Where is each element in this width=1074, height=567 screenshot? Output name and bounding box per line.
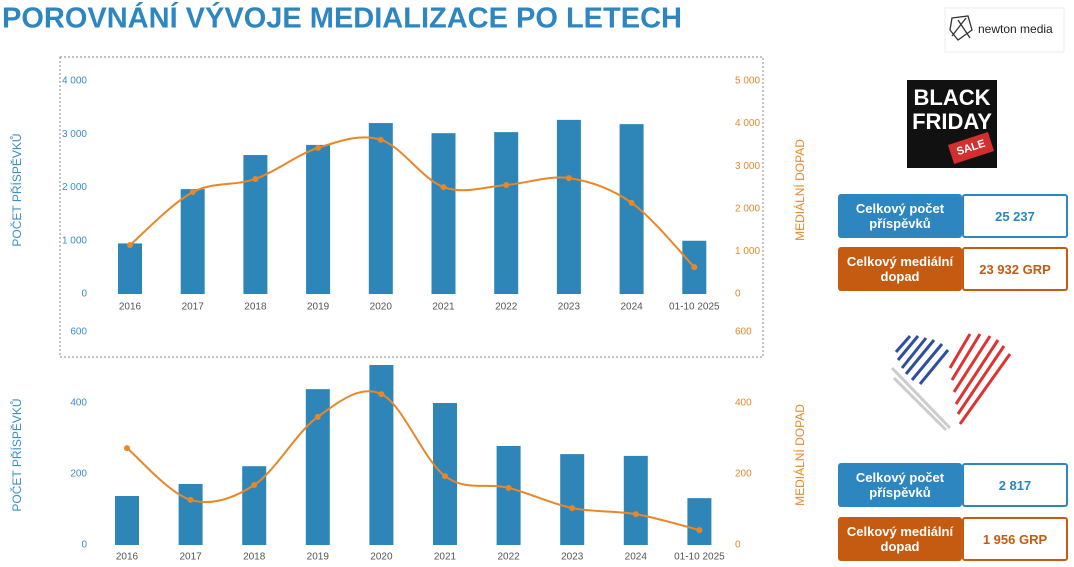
- line-point: [628, 199, 635, 206]
- x-tick-label: 2018: [243, 552, 266, 563]
- x-tick-label: 2024: [625, 552, 648, 563]
- x-tick-label: 2023: [561, 552, 584, 563]
- stat-value: 1 956 GRP: [962, 517, 1068, 561]
- y2-tick-label: 600: [735, 327, 752, 338]
- line-point: [252, 175, 259, 182]
- y2-tick-label: 2 000: [735, 203, 760, 214]
- x-tick-label: 2022: [497, 552, 520, 563]
- line-point: [251, 482, 258, 489]
- y2-tick-label: 5 000: [735, 76, 760, 87]
- line-point: [189, 189, 196, 196]
- x-tick-label: 2016: [116, 552, 139, 563]
- line-point: [505, 484, 512, 491]
- y-tick-label: 200: [70, 469, 87, 480]
- x-tick-label: 01-10 2025: [669, 302, 720, 313]
- x-tick-label: 2020: [370, 552, 393, 563]
- y2-tick-label: 0: [735, 289, 741, 300]
- black-friday-badge: BLACK FRIDAY SALE: [907, 80, 997, 168]
- bar: [115, 496, 139, 545]
- y2-axis-label: MEDIÁLNÍ DOPAD: [792, 139, 807, 241]
- bar: [496, 445, 521, 545]
- y-tick-label: 4 000: [62, 76, 87, 87]
- y-tick-label: 0: [81, 540, 87, 551]
- line-point: [315, 144, 322, 151]
- x-tick-label: 2017: [179, 552, 202, 563]
- x-tick-label: 2022: [495, 302, 518, 313]
- stat-label: Celkový mediální dopad: [838, 517, 962, 561]
- line-point: [442, 473, 448, 480]
- bar: [623, 455, 648, 545]
- bar: [180, 189, 205, 294]
- chart-frame: [59, 56, 764, 358]
- x-tick-label: 2021: [432, 302, 455, 313]
- bar: [118, 243, 142, 294]
- line-point: [632, 511, 639, 518]
- line-point: [377, 136, 384, 143]
- y-tick-label: 0: [81, 289, 87, 300]
- y2-tick-label: 1 000: [735, 246, 760, 257]
- y2-axis-label: MEDIÁLNÍ DOPAD: [792, 404, 807, 506]
- line-point: [314, 413, 321, 420]
- y-tick-label: 400: [70, 398, 87, 409]
- x-tick-label: 2021: [434, 552, 457, 563]
- stat-label: Celkový mediální dopad: [838, 247, 962, 291]
- x-tick-label: 2019: [307, 552, 330, 563]
- stat-label: Celkový počet příspěvků: [838, 194, 962, 238]
- line: [129, 136, 696, 268]
- line-point: [569, 505, 576, 512]
- bar: [494, 132, 519, 294]
- line-point: [127, 242, 133, 249]
- y-axis-label: POČET PŘÍSPĚVKŮ: [9, 398, 24, 511]
- x-tick-label: 2018: [244, 302, 267, 313]
- x-tick-label: 01-10 2025: [674, 552, 725, 563]
- y-tick-label: 600: [70, 327, 87, 338]
- bar: [431, 133, 456, 294]
- x-tick-label: 2017: [182, 302, 205, 313]
- logo-text: newton media: [978, 22, 1053, 36]
- slide-title: POROVNÁNÍ VÝVOJE MEDIALIZACE PO LETECH: [2, 1, 682, 35]
- line-point: [503, 181, 510, 188]
- x-tick-label: 2024: [620, 302, 643, 313]
- y2-tick-label: 3 000: [735, 161, 760, 172]
- heart-logo: [890, 333, 1012, 432]
- bar: [556, 119, 581, 294]
- stat-value: 25 237: [962, 194, 1068, 238]
- stat-value: 23 932 GRP: [962, 247, 1068, 291]
- badge-line: BLACK: [914, 85, 991, 110]
- stat-label: Celkový počet příspěvků: [838, 463, 962, 507]
- bar: [560, 454, 585, 545]
- line-point: [124, 445, 130, 452]
- x-tick-label: 2023: [558, 302, 581, 313]
- bar: [305, 389, 330, 545]
- y2-tick-label: 200: [735, 469, 752, 480]
- newton-logo: newton media: [944, 7, 1065, 53]
- x-tick-label: 2019: [307, 302, 330, 313]
- line-point: [565, 175, 572, 182]
- badge-line: FRIDAY: [912, 109, 992, 134]
- y-tick-label: 1 000: [62, 235, 87, 246]
- x-tick-label: 2016: [119, 302, 142, 313]
- bar: [687, 498, 712, 545]
- bar: [306, 144, 331, 294]
- y2-tick-label: 0: [735, 540, 741, 551]
- bar: [178, 483, 203, 545]
- y2-tick-label: 400: [735, 398, 752, 409]
- line: [126, 390, 700, 532]
- line-point: [378, 391, 385, 398]
- y-axis-label: POČET PŘÍSPĚVKŮ: [9, 133, 24, 246]
- x-tick-label: 2020: [370, 302, 393, 313]
- line-point: [187, 496, 194, 503]
- bar: [368, 123, 393, 294]
- y-tick-label: 2 000: [62, 182, 87, 193]
- line-point: [691, 264, 698, 271]
- line-point: [696, 527, 703, 534]
- stat-value: 2 817: [962, 463, 1068, 507]
- line-point: [440, 184, 447, 191]
- y-tick-label: 3 000: [62, 129, 87, 140]
- y2-tick-label: 4 000: [735, 118, 760, 129]
